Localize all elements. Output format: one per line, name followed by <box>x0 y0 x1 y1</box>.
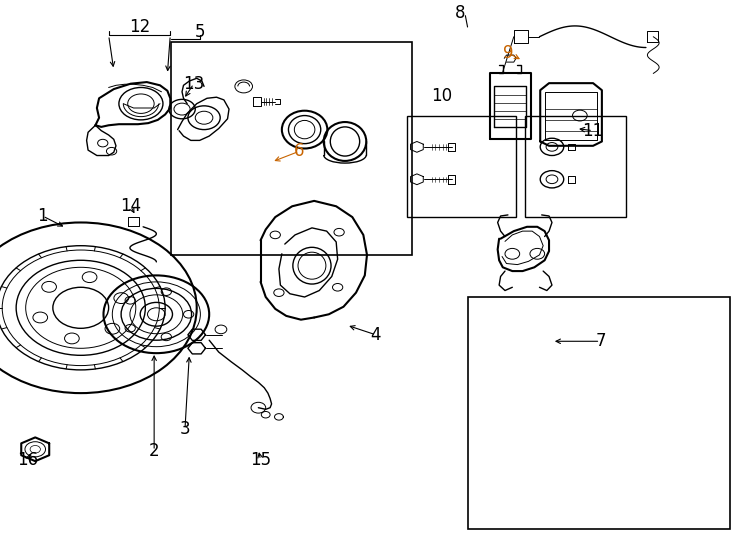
Text: 15: 15 <box>250 451 271 469</box>
Text: 8: 8 <box>455 4 465 23</box>
Text: 10: 10 <box>432 87 452 105</box>
Text: 4: 4 <box>371 326 381 344</box>
Text: 14: 14 <box>120 197 141 215</box>
Text: 13: 13 <box>184 75 204 93</box>
Text: 12: 12 <box>129 18 150 36</box>
Text: 11: 11 <box>583 122 603 140</box>
Text: 3: 3 <box>180 420 190 438</box>
Text: 2: 2 <box>149 442 159 460</box>
Text: 5: 5 <box>195 23 205 42</box>
Bar <box>525 116 626 217</box>
Text: 16: 16 <box>18 451 38 469</box>
Text: 6: 6 <box>294 142 305 160</box>
Bar <box>407 116 516 217</box>
Text: 7: 7 <box>595 332 606 350</box>
Bar <box>468 297 730 529</box>
Text: 9: 9 <box>503 44 513 62</box>
Text: 1: 1 <box>37 207 48 225</box>
Bar <box>171 42 412 255</box>
